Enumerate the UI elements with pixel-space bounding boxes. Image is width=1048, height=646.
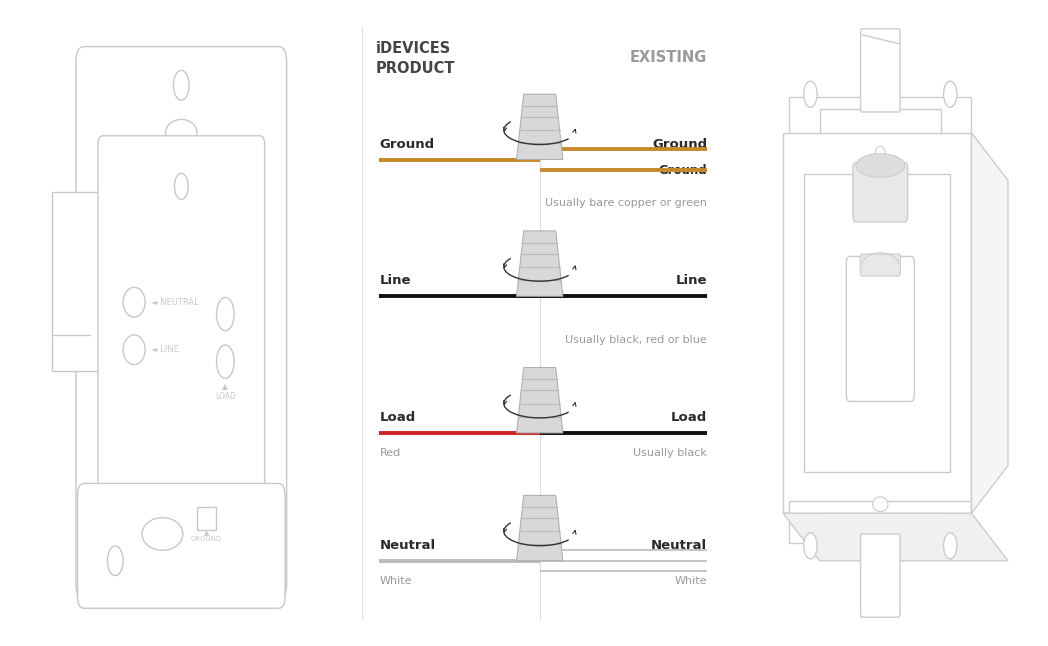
FancyBboxPatch shape [77,47,287,599]
Ellipse shape [856,154,904,178]
Circle shape [174,173,189,200]
Circle shape [804,533,817,559]
Text: Ground: Ground [652,138,707,151]
Polygon shape [517,94,563,160]
Circle shape [943,533,957,559]
FancyBboxPatch shape [783,133,971,513]
Text: PRODUCT: PRODUCT [376,61,455,76]
Circle shape [217,297,234,331]
Text: White: White [675,576,707,585]
Polygon shape [517,368,563,433]
Text: Load: Load [671,411,707,424]
Ellipse shape [124,335,145,364]
Text: Neutral: Neutral [379,539,436,552]
Text: Usually bare copper or green: Usually bare copper or green [545,198,707,208]
FancyBboxPatch shape [853,163,908,222]
Circle shape [875,146,886,167]
Polygon shape [789,97,971,139]
Text: Ground: Ground [658,164,707,177]
Text: ◄ NEUTRAL: ◄ NEUTRAL [151,298,199,307]
Polygon shape [783,513,1008,561]
FancyBboxPatch shape [99,136,264,522]
Text: Usually black: Usually black [633,448,707,458]
FancyBboxPatch shape [197,506,216,530]
Ellipse shape [143,517,183,550]
Circle shape [107,546,124,576]
Text: Line: Line [676,275,707,287]
Circle shape [174,534,190,564]
Text: iDEVICES: iDEVICES [376,41,451,56]
Polygon shape [971,133,1008,513]
Text: Ground: Ground [379,138,435,151]
Polygon shape [517,495,563,561]
Polygon shape [52,193,103,371]
Text: White: White [379,576,412,585]
Text: Line: Line [379,275,411,287]
Circle shape [217,345,234,379]
Text: Neutral: Neutral [651,539,707,552]
FancyBboxPatch shape [860,29,900,112]
Text: Usually black, red or blue: Usually black, red or blue [566,335,707,345]
Text: EXISTING: EXISTING [630,50,707,65]
Text: Red: Red [379,448,400,458]
Polygon shape [789,501,971,543]
Ellipse shape [124,287,145,317]
FancyBboxPatch shape [847,256,914,401]
Circle shape [804,81,817,107]
Ellipse shape [166,120,197,146]
Circle shape [943,81,957,107]
FancyBboxPatch shape [78,483,285,609]
FancyBboxPatch shape [860,534,900,617]
FancyBboxPatch shape [804,174,951,472]
Text: ▲
GROUND: ▲ GROUND [191,530,222,543]
Circle shape [174,70,190,100]
Text: Load: Load [379,411,416,424]
FancyBboxPatch shape [860,254,900,276]
Text: ◄ LINE: ◄ LINE [151,345,179,354]
Ellipse shape [873,497,888,512]
Polygon shape [517,231,563,297]
Text: ▲
LOAD: ▲ LOAD [215,382,236,401]
